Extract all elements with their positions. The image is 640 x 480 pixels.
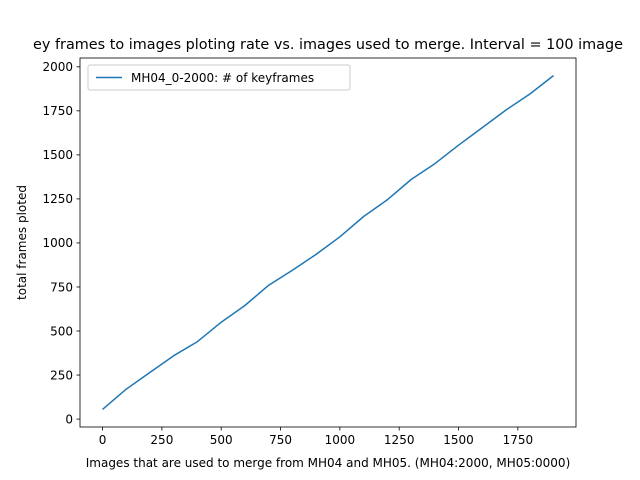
x-tick-label: 1000 [325,433,356,447]
x-tick-label: 250 [150,433,173,447]
legend-entry-label: MH04_0-2000: # of keyframes [131,71,314,85]
x-tick-label: 1250 [384,433,415,447]
legend-box [87,64,351,91]
y-tick-label: 1750 [42,104,73,118]
y-tick-label: 1500 [42,148,73,162]
x-tick-label: 750 [269,433,292,447]
series-layer [102,75,554,410]
x-axis-label: Images that are used to merge from MH04 … [86,456,571,470]
axis-ticks: 0 250 500 750 1000 1250 1500 1750 0 250 500 750 1000… [42,60,533,447]
y-tick-label: 250 [50,368,73,382]
x-tick-label: 1500 [443,433,474,447]
y-tick-label: 750 [50,280,73,294]
chart-title: ey frames to images ploting rate vs. ima… [33,37,623,53]
y-tick-label: 2000 [42,60,73,74]
series-line [102,75,554,410]
x-tick-label: 1750 [503,433,534,447]
y-tick-label: 1250 [42,192,73,206]
y-tick-label: 500 [50,324,73,338]
x-tick-label: 0 [99,433,107,447]
y-tick-label: 0 [65,412,73,426]
x-tick-label: 500 [210,433,233,447]
y-tick-label: 1000 [42,236,73,250]
y-axis-label: total frames ploted [15,185,29,300]
plot-area-frame [79,57,577,428]
legend: MH04_0-2000: # of keyframes [87,64,351,91]
